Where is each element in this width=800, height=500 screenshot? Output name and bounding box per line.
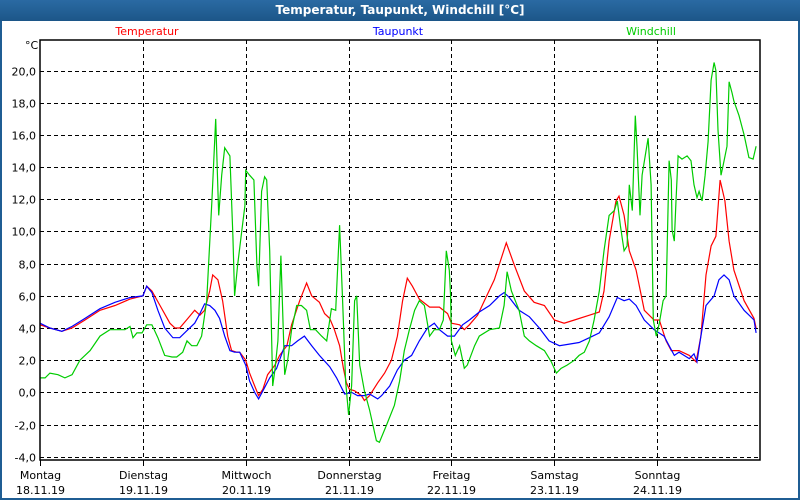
x-tick-date: 18.11.19 [16,484,65,497]
x-tick-day: Dienstag [119,469,168,482]
y-axis-unit: °C [25,39,39,52]
grid [40,40,760,466]
y-tick-label: 14,0 [12,162,37,175]
y-tick-label: 0,0 [19,387,37,400]
y-tick-label: 18,0 [12,98,37,111]
chart-client-area [2,21,798,498]
legend: Temperatur Taupunkt Windchill [114,25,676,38]
x-tick-day: Sonntag [635,469,681,482]
series-line-windchill [40,62,757,444]
window-title: Temperatur, Taupunkt, Windchill [°C] [0,0,800,21]
x-tick-date: 19.11.19 [119,484,168,497]
x-tick-date: 21.11.19 [325,484,374,497]
y-tick-label: 4,0 [19,323,37,336]
legend-temperatur: Temperatur [114,25,179,38]
y-tick-label: 8,0 [19,259,37,272]
x-tick-date: 22.11.19 [427,484,476,497]
series-line-taupunkt [39,274,757,401]
x-tick-date: 20.11.19 [222,484,271,497]
x-tick-date: 24.11.19 [633,484,682,497]
x-tick-day: Montag [20,469,61,482]
x-tick-day: Mittwoch [222,469,272,482]
x-tick-day: Freitag [433,469,471,482]
plot-frame [39,39,761,461]
x-tick-date: 23.11.19 [530,484,579,497]
x-tick-day: Samstag [530,469,578,482]
y-tick-label: 20,0 [12,66,37,79]
y-tick-label: 10,0 [12,226,37,239]
legend-taupunkt: Taupunkt [372,25,424,38]
y-tick-label: 6,0 [19,291,37,304]
y-tick-label: 2,0 [19,355,37,368]
y-tick-label: -4,0 [15,452,36,465]
series-lines [39,62,757,444]
series-line-temperatur [39,179,757,402]
y-tick-label: 12,0 [12,194,37,207]
y-tick-label: -2,0 [15,420,36,433]
legend-windchill: Windchill [626,25,676,38]
axis-labels: -4,0 -2,0 0,0 2,0 4,0 6,0 8,0 10,0 12,0 14,0 16,0 1… [12,66,682,498]
x-tick-day: Donnerstag [317,469,381,482]
y-tick-label: 16,0 [12,130,37,143]
